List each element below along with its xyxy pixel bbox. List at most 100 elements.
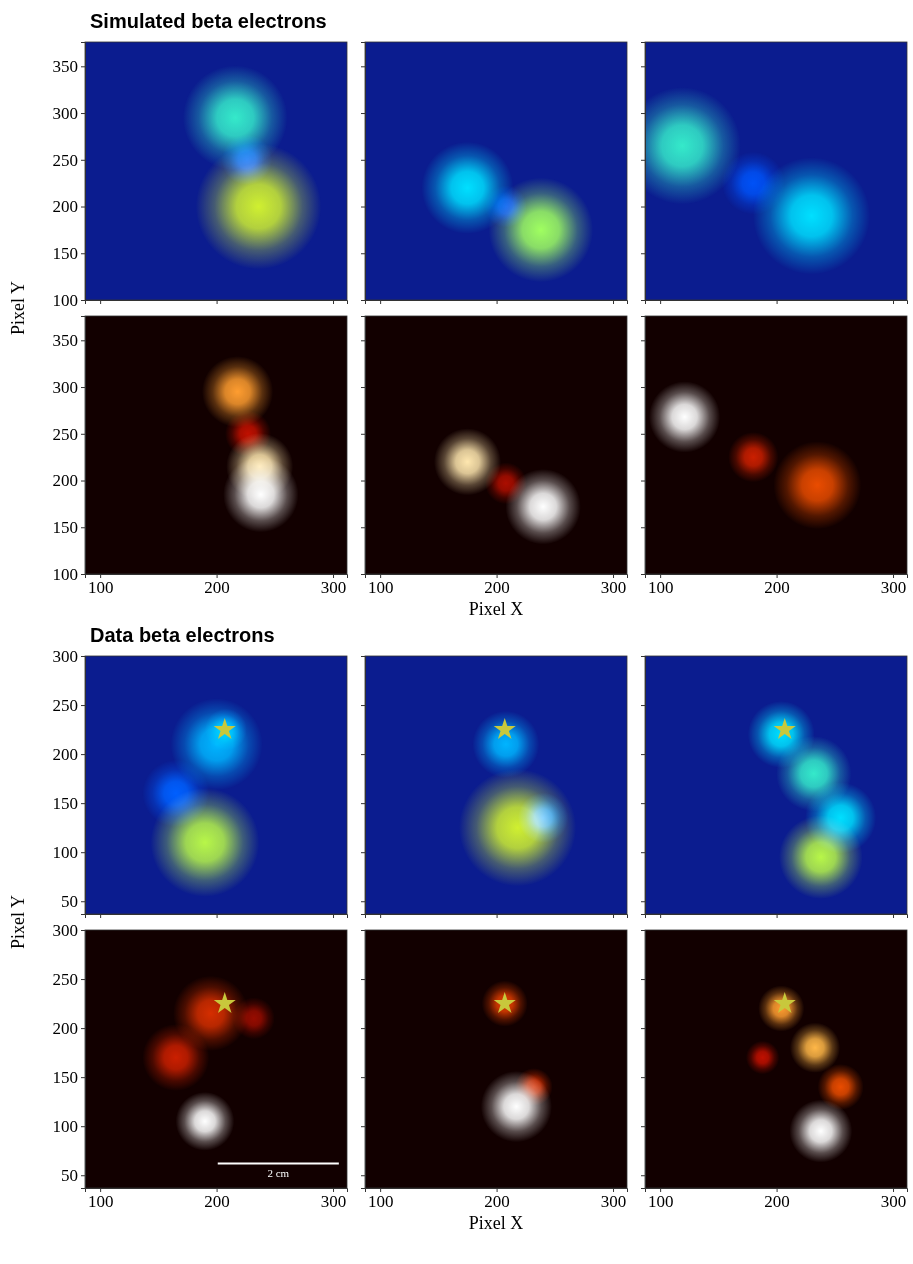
x-tick-mark — [497, 914, 498, 918]
y-tick: 200 — [53, 1019, 86, 1038]
x-tick — [893, 914, 894, 918]
y-tick — [641, 113, 645, 114]
panel-frame — [85, 42, 347, 300]
section-title: Simulated beta electrons — [90, 10, 327, 32]
y-tick-mark — [641, 803, 645, 804]
y-tick — [361, 207, 365, 208]
blobs — [434, 428, 581, 544]
blob — [485, 186, 527, 228]
x-tick: 100 — [368, 574, 394, 597]
x-tick-mark — [893, 300, 894, 304]
y-tick — [641, 979, 645, 980]
y-axis — [361, 317, 366, 575]
y-tick-mark — [81, 705, 85, 706]
y-tick — [361, 979, 365, 980]
y-tick-mark — [81, 901, 85, 902]
y-tick: 300 — [53, 647, 86, 666]
x-axis — [646, 300, 908, 304]
y-tick — [641, 1028, 645, 1029]
y-tick-label: 200 — [53, 745, 79, 764]
x-axis — [646, 914, 908, 918]
y-tick-label: 50 — [61, 1166, 78, 1185]
y-tick-label: 100 — [53, 565, 79, 584]
x-axis — [366, 914, 628, 918]
panel — [361, 656, 628, 918]
y-tick-label: 300 — [53, 378, 79, 397]
y-axis — [361, 43, 366, 301]
star-marker — [774, 718, 796, 739]
x-tick: 200 — [764, 574, 790, 597]
y-tick-label: 250 — [53, 970, 79, 989]
y-tick — [641, 574, 645, 575]
panel — [624, 42, 908, 304]
plot-area — [85, 930, 347, 1188]
y-tick — [361, 66, 365, 67]
y-tick-label: 300 — [53, 104, 79, 123]
y-tick — [641, 340, 645, 341]
x-tick — [497, 914, 498, 918]
panel-frame — [645, 930, 907, 1188]
y-tick — [641, 852, 645, 853]
x-tick: 200 — [484, 1188, 510, 1211]
y-axis-line — [641, 317, 646, 575]
x-tick-label: 200 — [204, 578, 230, 597]
y-tick-mark — [81, 1028, 85, 1029]
y-tick — [361, 656, 365, 657]
y-tick — [361, 1077, 365, 1078]
y-tick — [361, 481, 365, 482]
x-axis-title: Pixel X — [469, 1213, 524, 1233]
y-tick-mark — [641, 1126, 645, 1127]
section-title: Data beta electrons — [90, 624, 275, 646]
y-tick-mark — [641, 901, 645, 902]
blob — [459, 769, 576, 886]
panel-background — [85, 316, 347, 574]
y-tick-mark — [81, 803, 85, 804]
y-tick: 150 — [53, 518, 86, 537]
y-tick-mark — [641, 113, 645, 114]
x-tick — [777, 914, 778, 918]
y-tick: 50 — [61, 1166, 85, 1185]
x-tick: 100 — [88, 1188, 114, 1211]
y-axis-title: Pixel Y — [8, 281, 28, 335]
x-tick — [660, 914, 661, 918]
x-tick-mark — [777, 300, 778, 304]
y-tick-label: 100 — [53, 1117, 79, 1136]
blob — [223, 457, 298, 532]
y-tick-mark — [81, 1175, 85, 1176]
x-tick-label: 300 — [601, 1192, 627, 1211]
y-tick-label: 300 — [53, 921, 79, 940]
y-tick-mark — [361, 387, 365, 388]
panel — [641, 656, 908, 918]
y-tick — [361, 340, 365, 341]
x-tick-label: 300 — [321, 1192, 347, 1211]
blobs — [649, 381, 861, 529]
x-axis: 100200300 — [366, 574, 628, 597]
star-marker — [494, 718, 516, 739]
y-tick: 100 — [53, 565, 86, 584]
panel-frame — [365, 316, 627, 574]
x-tick-label: 200 — [764, 578, 790, 597]
y-tick-mark — [361, 300, 365, 301]
figure: Simulated beta electrons Pixel Y Pixel X 10… — [0, 0, 913, 1264]
y-axis-line — [641, 657, 646, 915]
y-tick-mark — [641, 340, 645, 341]
x-tick-mark — [380, 914, 381, 918]
y-tick-mark — [361, 160, 365, 161]
y-axis-line — [641, 931, 646, 1189]
y-tick — [361, 901, 365, 902]
y-tick-mark — [641, 979, 645, 980]
y-tick-mark — [361, 852, 365, 853]
y-tick-mark — [81, 340, 85, 341]
y-tick-mark — [81, 656, 85, 657]
y-tick-label: 150 — [53, 1068, 79, 1087]
y-tick-mark — [361, 1175, 365, 1176]
panel-background — [85, 656, 347, 914]
y-tick — [641, 656, 645, 657]
y-tick: 150 — [53, 244, 86, 263]
x-axis-line — [366, 301, 628, 305]
y-tick-mark — [361, 113, 365, 114]
y-tick-mark — [81, 207, 85, 208]
x-tick-label: 100 — [368, 578, 394, 597]
panel-background — [645, 316, 907, 574]
x-axis-line — [646, 301, 908, 305]
